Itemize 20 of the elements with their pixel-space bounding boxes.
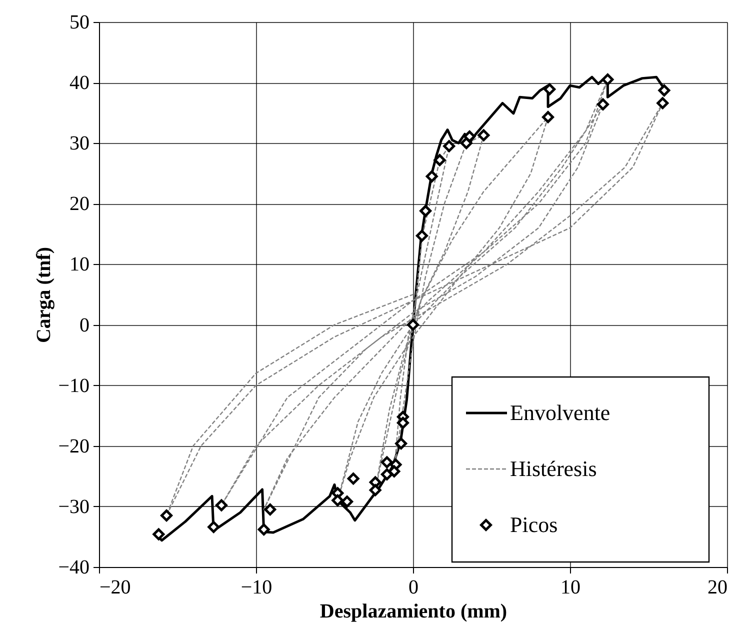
x-axis-title: Desplazamiento (mm) <box>320 600 508 622</box>
y-tick-label: 30 <box>70 132 90 155</box>
x-tick-label: 20 <box>708 576 728 598</box>
y-tick-label: 0 <box>80 314 90 336</box>
legend-label: Histéresis <box>510 456 597 481</box>
x-tick-label: 0 <box>408 576 418 598</box>
y-tick-label: −40 <box>58 556 90 578</box>
y-tick-label: 50 <box>70 12 90 34</box>
x-tick-label: 10 <box>560 576 580 598</box>
y-tick-label: 40 <box>70 72 90 94</box>
y-tick-label: 20 <box>70 193 90 216</box>
y-tick-label: 10 <box>70 254 90 276</box>
y-tick-label: −20 <box>58 435 90 458</box>
legend-label: Envolvente <box>510 400 610 425</box>
x-tick-label: −20 <box>100 576 131 598</box>
y-axis-title: Carga (tnf) <box>33 246 56 344</box>
y-tick-label: −10 <box>58 374 90 397</box>
legend-label: Picos <box>510 512 558 537</box>
y-tick-label: −30 <box>58 496 90 518</box>
x-tick-label: −10 <box>240 576 272 598</box>
